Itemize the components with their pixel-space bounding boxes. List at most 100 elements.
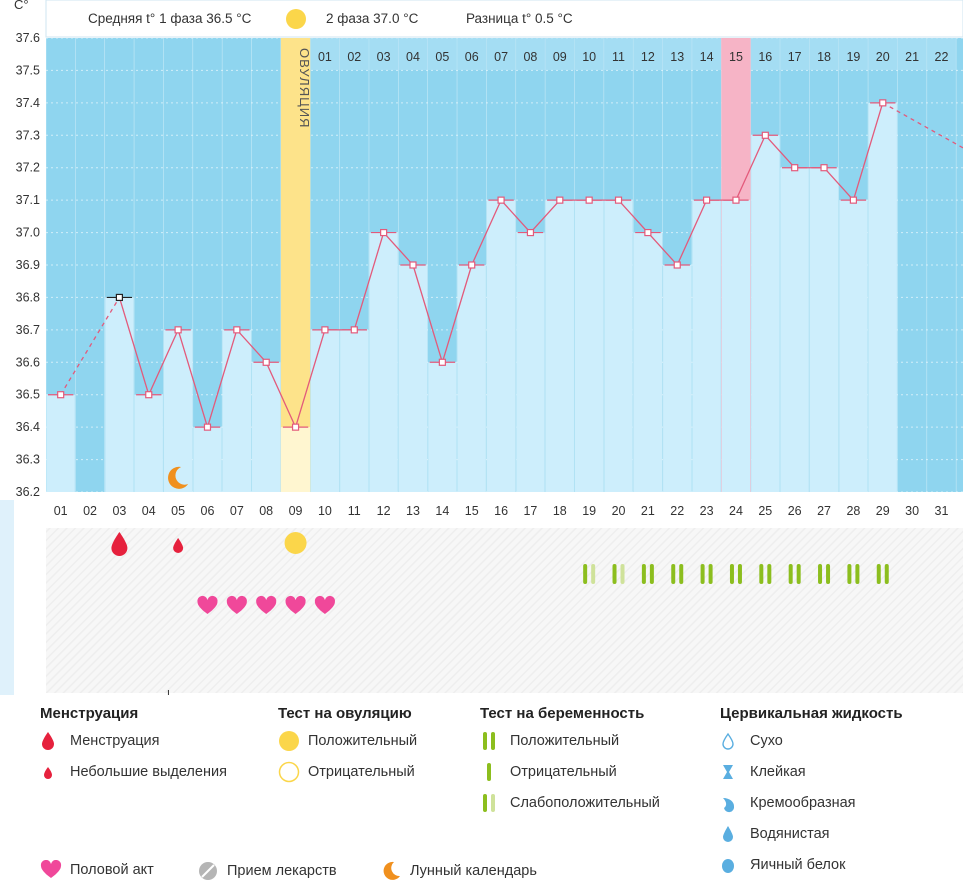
temperature-bar — [751, 135, 780, 493]
temperature-point[interactable] — [702, 196, 711, 204]
y-tick-label: 37.1 — [16, 193, 40, 207]
heart-icon[interactable] — [314, 595, 336, 614]
pregnancy-test-icon[interactable] — [818, 564, 823, 584]
pregnancy-test-icon[interactable] — [759, 564, 764, 584]
legend-item: Слабоположительный — [480, 787, 660, 818]
temperature-point[interactable] — [820, 164, 828, 172]
pregnancy-test-icon[interactable] — [876, 564, 881, 584]
top-day-cell — [486, 38, 516, 70]
temperature-bar — [222, 329, 252, 492]
temperature-bar — [252, 362, 281, 492]
temperature-point[interactable] — [233, 326, 241, 334]
temperature-point[interactable] — [321, 326, 329, 334]
y-tick-label: 36.8 — [16, 290, 40, 304]
spotting-drop-icon[interactable] — [173, 538, 184, 553]
pregnancy-positive-icon — [480, 731, 510, 751]
temperature-point[interactable] — [438, 358, 446, 366]
temperature-point[interactable] — [644, 228, 652, 237]
temperature-bar — [780, 167, 809, 492]
temperature-point[interactable] — [409, 261, 417, 269]
temperature-point[interactable] — [585, 196, 593, 204]
temperature-segment — [294, 329, 326, 428]
pregnancy-test-icon[interactable] — [620, 564, 625, 584]
temperature-point[interactable] — [115, 293, 124, 302]
pregnancy-test-icon[interactable] — [671, 564, 676, 584]
top-day-cell — [868, 38, 898, 70]
y-tick-label: 36.6 — [16, 355, 40, 369]
top-day-cell — [897, 38, 927, 70]
moon-icon — [380, 860, 410, 882]
temperature-point[interactable] — [203, 423, 212, 431]
temperature-bar — [457, 265, 486, 492]
temperature-point[interactable] — [526, 228, 535, 237]
top-day-label: 17 — [788, 50, 802, 64]
pregnancy-test-icon[interactable] — [708, 564, 713, 584]
pregnancy-test-icon[interactable] — [591, 564, 596, 584]
x-day-label: 20 — [612, 504, 626, 518]
ovulation-positive-icon[interactable] — [284, 532, 307, 554]
top-day-cell — [574, 38, 604, 70]
pregnancy-test-icon[interactable] — [649, 564, 654, 584]
temperature-point[interactable] — [556, 196, 564, 204]
temperature-point[interactable] — [350, 326, 358, 334]
top-day-cell — [662, 38, 692, 70]
y-tick-label: 36.3 — [16, 453, 40, 467]
temperature-bar — [280, 427, 311, 492]
x-day-label: 15 — [465, 504, 479, 518]
temperature-bar — [516, 232, 545, 493]
temperature-point[interactable] — [145, 391, 153, 399]
temperature-point[interactable] — [291, 423, 300, 431]
pregnancy-test-icon[interactable] — [847, 564, 852, 584]
legend-moon: Лунный календарь — [380, 860, 537, 882]
temperature-segment — [148, 329, 179, 395]
temperature-point[interactable] — [174, 326, 182, 334]
moon-icon[interactable] — [168, 466, 189, 489]
pregnancy-test-icon[interactable] — [826, 564, 831, 584]
top-day-cell — [545, 38, 575, 70]
temperature-point[interactable] — [791, 164, 799, 172]
heart-icon[interactable] — [226, 595, 247, 614]
legend-medication-label: Прием лекарств — [227, 863, 337, 879]
pregnancy-test-icon[interactable] — [884, 564, 889, 584]
pregnancy-test-icon[interactable] — [700, 564, 705, 584]
temperature-segment — [471, 199, 502, 266]
pregnancy-test-icon[interactable] — [679, 564, 684, 584]
legend-menstruation-title: Менструация — [40, 705, 139, 722]
temperature-point[interactable] — [732, 196, 740, 204]
top-day-label: 21 — [905, 50, 919, 64]
temperature-point[interactable] — [468, 261, 476, 269]
pregnancy-test-icon[interactable] — [788, 564, 793, 584]
temperature-point[interactable] — [761, 131, 769, 139]
heart-icon[interactable] — [256, 595, 277, 614]
pregnancy-test-icon[interactable] — [767, 564, 772, 584]
pregnancy-test-icon[interactable] — [729, 564, 734, 584]
heart-icon[interactable] — [197, 595, 218, 614]
x-day-label: 14 — [435, 504, 449, 518]
temperature-point[interactable] — [849, 196, 858, 204]
x-day-label: 07 — [230, 504, 244, 518]
temperature-point[interactable] — [497, 196, 505, 204]
top-day-cell — [721, 38, 751, 70]
temperature-point[interactable] — [614, 196, 623, 204]
temperature-point[interactable] — [879, 99, 887, 107]
temperature-point[interactable] — [57, 391, 65, 399]
top-day-cell — [398, 38, 428, 70]
temperature-segment — [852, 102, 884, 201]
x-day-label: 22 — [670, 504, 684, 518]
temperature-bar — [486, 200, 516, 492]
temperature-point[interactable] — [673, 261, 681, 269]
pregnancy-test-icon[interactable] — [737, 564, 742, 584]
legend-pregnancy-negative: Отрицательный — [510, 763, 617, 780]
pregnancy-test-icon[interactable] — [641, 564, 646, 584]
pregnancy-test-icon[interactable] — [796, 564, 801, 584]
temperature-point[interactable] — [262, 358, 270, 366]
menstruation-drop-icon[interactable] — [111, 532, 128, 556]
x-day-label: 12 — [377, 504, 391, 518]
x-day-label: 06 — [201, 504, 215, 518]
pregnancy-test-icon[interactable] — [855, 564, 860, 584]
legend-item: Положительный — [480, 725, 660, 756]
pregnancy-test-icon[interactable] — [612, 564, 617, 584]
temperature-point[interactable] — [380, 228, 388, 237]
pregnancy-test-icon[interactable] — [583, 564, 588, 584]
heart-icon[interactable] — [285, 595, 306, 614]
